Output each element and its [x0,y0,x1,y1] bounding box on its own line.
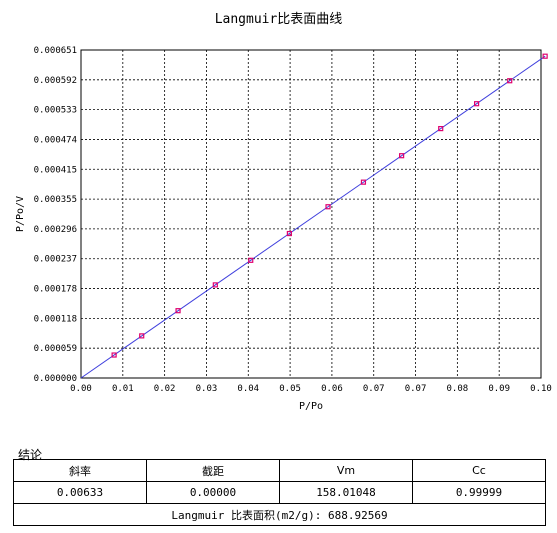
header-slope: 斜率 [13,459,147,482]
x-tick-label: 0.04 [237,384,259,394]
plot-frame [80,49,542,379]
x-tick-label: 0.07 [405,384,427,394]
data-point [507,78,513,84]
langmuir-chart: 0.00 0.01 0.02 0.03 0.04 0.05 0.06 0.07 0.07 0.08… [15,46,552,412]
y-axis-title: P/Po/V [15,196,26,232]
x-tick-label: 0.05 [279,384,301,394]
x-tick-label: 0.01 [112,384,134,394]
y-tick-label: 0.000178 [34,285,77,295]
surface-area-summary: Langmuir 比表面积(m2/g): 688.92569 [13,503,546,526]
data-point [474,101,480,107]
results-value-row: 0.00633 0.00000 158.01048 0.99999 [13,481,546,504]
y-tick-label: 0.000474 [34,135,77,145]
x-axis-title: P/Po [299,401,323,412]
y-tick-label: 0.000118 [34,314,77,324]
x-tick-label: 0.06 [321,384,343,394]
x-tick-label: 0.00 [70,384,92,394]
data-point [360,179,367,185]
fit-line-layer [80,55,546,379]
grid-layer [81,50,541,378]
y-tick-label: 0.000296 [34,225,77,235]
data-point [325,204,331,210]
data-point [438,125,444,132]
data-point [399,153,405,159]
data-point [286,230,292,237]
results-table: 斜率 截距 Vm Cc 0.00633 0.00000 158.01048 0.… [13,459,546,526]
chart-title: Langmuir比表面曲线 [214,12,343,27]
y-tick-label: 0.000000 [34,374,77,384]
header-intercept: 截距 [146,459,280,482]
y-tick-label: 0.000533 [34,106,77,116]
ticks-layer: 0.00 0.01 0.02 0.03 0.04 0.05 0.06 0.07 0.07 0.08… [34,46,552,394]
data-point [111,352,117,358]
header-vm: Vm [279,459,413,482]
results-header-row: 斜率 截距 Vm Cc [13,459,546,482]
x-tick-label: 0.07 [363,384,385,394]
y-tick-label: 0.000415 [34,165,77,175]
points-layer [111,53,548,358]
x-tick-label: 0.03 [196,384,218,394]
value-slope: 0.00633 [13,481,147,504]
results-heading: 结论 [18,448,43,462]
value-vm: 158.01048 [279,481,413,504]
data-point [248,257,254,263]
fit-line [80,55,546,379]
y-tick-label: 0.000592 [34,76,77,86]
y-tick-label: 0.000355 [34,195,77,205]
x-tick-label: 0.10 [530,384,552,394]
data-point [542,53,548,59]
results-summary-row: Langmuir 比表面积(m2/g): 688.92569 [13,503,546,526]
x-tick-label: 0.09 [488,384,510,394]
value-cc: 0.99999 [412,481,546,504]
data-point [212,282,218,288]
y-tick-label: 0.000237 [34,255,77,265]
data-point [139,333,145,339]
header-cc: Cc [412,459,546,482]
x-tick-label: 0.08 [447,384,469,394]
x-tick-label: 0.02 [154,384,176,394]
value-intercept: 0.00000 [146,481,280,504]
y-tick-label: 0.000059 [34,344,77,354]
data-point [175,308,181,314]
y-tick-label: 0.000651 [34,46,77,56]
